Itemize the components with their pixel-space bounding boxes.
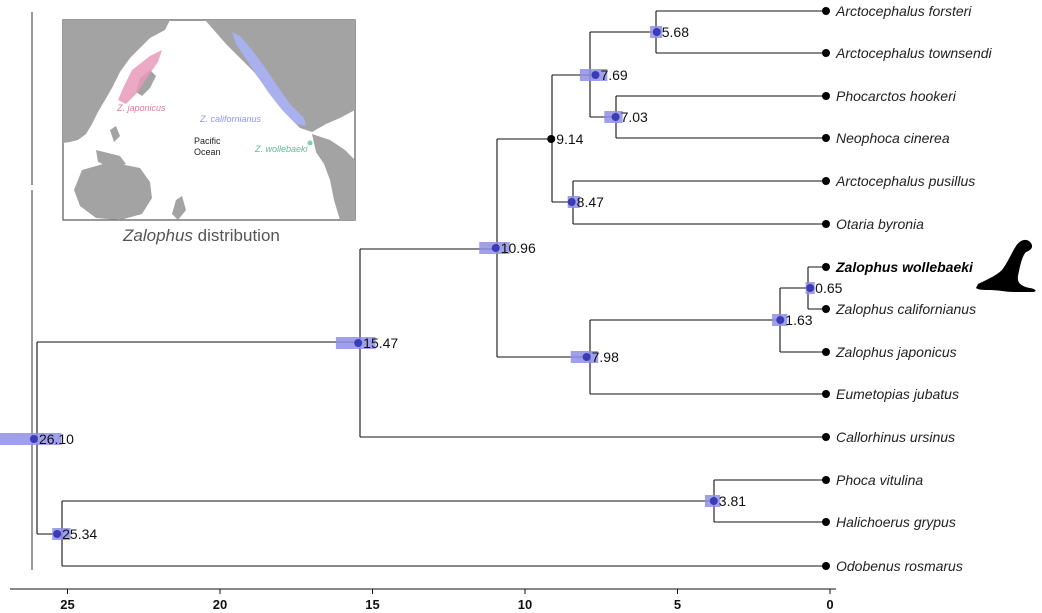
tip-dot xyxy=(822,7,830,15)
axis-tick-label: 20 xyxy=(213,597,227,612)
time-axis: 25 20 15 10 5 0 xyxy=(10,588,836,612)
wollebaeki-range xyxy=(307,140,313,146)
map-label-wollebaeki: Z. wollebaeki xyxy=(254,144,309,154)
tip-dot xyxy=(822,562,830,570)
node-age-label-n5: 5.68 xyxy=(662,24,689,40)
node-age-label-n25: 25.34 xyxy=(62,526,97,542)
tip-label: Arctocephalus pusillus xyxy=(835,173,975,189)
map-label-californianus: Z. californianus xyxy=(199,114,262,124)
node-age-label-n065: 0.65 xyxy=(815,280,842,296)
node-age-label-n798: 7.98 xyxy=(592,349,619,365)
node-age-label-n7: 7.03 xyxy=(621,109,648,125)
tip-label: Eumetopias jubatus xyxy=(836,386,959,402)
new-zealand-landmass xyxy=(172,196,186,220)
node-age-label-n8: 8.47 xyxy=(577,194,604,210)
node-dot-n065 xyxy=(806,284,815,292)
tip-label: Zalophus japonicus xyxy=(835,344,957,360)
map-label-ocean-line2: Ocean xyxy=(194,147,221,157)
node-age-label-n7p: 7.69 xyxy=(600,67,627,83)
islands-landmass xyxy=(96,126,126,168)
tip-dot xyxy=(822,305,830,313)
tip-dot xyxy=(822,348,830,356)
map-label-ocean-line1: Pacific xyxy=(194,136,221,146)
axis-tick-label: 5 xyxy=(674,597,681,612)
node-dot-n8 xyxy=(567,198,576,206)
tip-dot xyxy=(822,49,830,57)
sea-lion-silhouette-icon xyxy=(976,239,1036,292)
tip-dot xyxy=(822,476,830,484)
tip-label: Halichoerus grypus xyxy=(836,514,956,530)
node-layer: 26.10 15.47 10.96 9.14 7.69 5.68 7.03 8.47 7.98 1… xyxy=(0,24,843,542)
tip-label: Arctocephalus townsendi xyxy=(835,45,993,61)
tip-label: Zalophus wollebaeki xyxy=(835,259,974,275)
axis-tick-label: 10 xyxy=(518,597,532,612)
australia-landmass xyxy=(74,162,152,220)
tip-label: Phoca vitulina xyxy=(836,472,923,488)
japan-landmass xyxy=(136,70,156,96)
node-dot-n5 xyxy=(652,28,661,36)
tip-dot xyxy=(822,433,830,441)
node-dot-n7 xyxy=(611,113,620,121)
tip-dot xyxy=(822,177,830,185)
tip-label: Neophoca cinerea xyxy=(836,130,950,146)
tip-dot xyxy=(822,92,830,100)
tip-dot xyxy=(822,134,830,142)
tip-dot xyxy=(822,263,830,271)
tip-layer: Arctocephalus forsteri Arctocephalus town… xyxy=(822,3,993,574)
map-label-japonicus: Z. japonicus xyxy=(116,103,166,113)
node-dot-root xyxy=(29,435,38,443)
axis-tick-label: 25 xyxy=(60,597,74,612)
asia-landmass xyxy=(63,20,170,143)
japonicus-range xyxy=(118,50,162,104)
map-caption: Zalophus distribution xyxy=(122,226,280,245)
node-dot-n9 xyxy=(547,135,556,143)
tip-dot xyxy=(822,220,830,228)
tip-label: Otaria byronia xyxy=(836,216,924,232)
tip-dot xyxy=(822,390,830,398)
tip-label: Phocarctos hookeri xyxy=(836,88,957,104)
node-age-label-n10: 10.96 xyxy=(501,240,536,256)
node-age-label-n381: 3.81 xyxy=(719,493,746,509)
axis-tick-label: 0 xyxy=(826,597,833,612)
map-caption-genus: Zalophus xyxy=(122,226,193,245)
node-dot-n7p xyxy=(591,71,600,79)
map-caption-rest: distribution xyxy=(193,226,280,245)
node-dot-n798 xyxy=(582,353,591,361)
tip-label: Arctocephalus forsteri xyxy=(835,3,972,19)
node-age-label-n9: 9.14 xyxy=(556,131,583,147)
node-dot-n381 xyxy=(709,497,718,505)
node-dot-n10 xyxy=(491,244,500,252)
californianus-range xyxy=(232,32,306,126)
node-dot-n163 xyxy=(776,316,785,324)
tip-label: Odobenus rosmarus xyxy=(836,558,963,574)
node-age-label-n163: 1.63 xyxy=(785,312,812,328)
node-age-label-root: 26.10 xyxy=(39,431,74,447)
tip-label: Zalophus californianus xyxy=(835,301,976,317)
node-age-label-n15: 15.47 xyxy=(363,335,398,351)
tip-dot xyxy=(822,518,830,526)
distribution-map-inset: Z. japonicus Z. californianus Z. wolleba… xyxy=(62,19,356,245)
tip-label: Callorhinus ursinus xyxy=(836,429,955,445)
node-dot-n15 xyxy=(354,339,363,347)
axis-tick-label: 15 xyxy=(365,597,379,612)
south-america-landmass xyxy=(312,134,355,220)
node-dot-n25 xyxy=(53,530,62,538)
